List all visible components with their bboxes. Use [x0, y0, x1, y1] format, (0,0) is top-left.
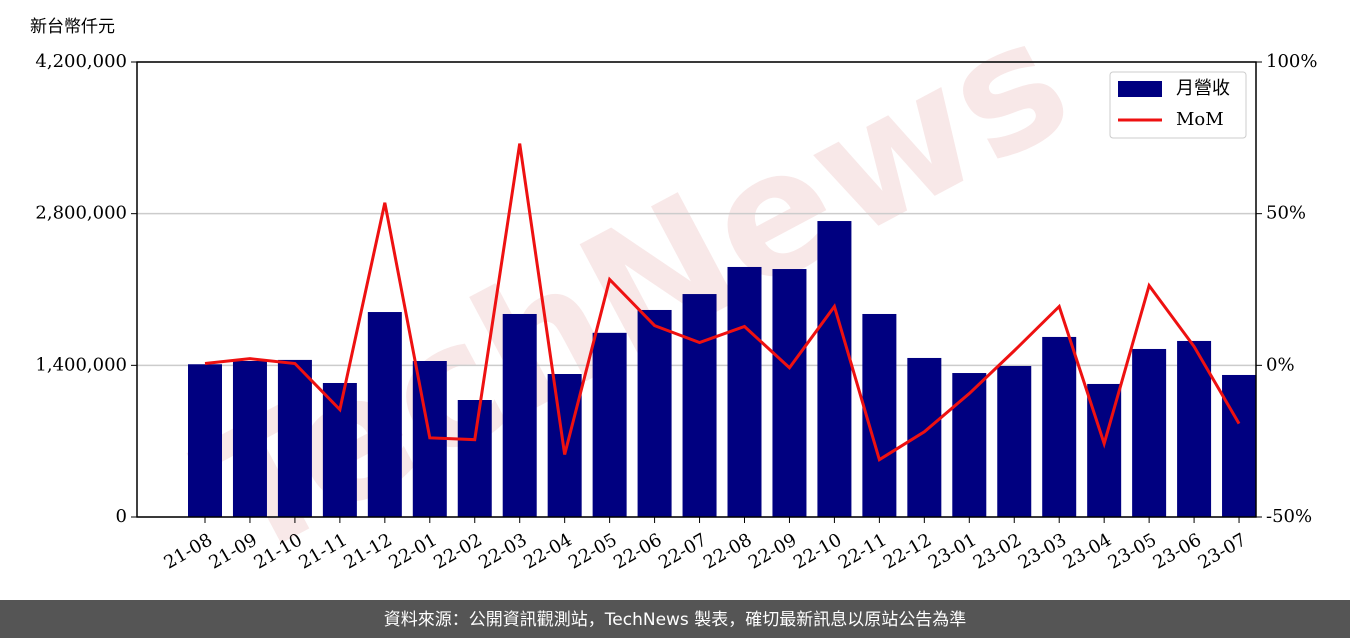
bar — [1042, 336, 1077, 517]
bar — [1177, 340, 1212, 517]
bar — [502, 313, 537, 517]
y-tick-label: 2,800,000 — [35, 203, 127, 224]
x-tick-label: 22-02 — [430, 529, 485, 573]
bar — [637, 309, 672, 517]
legend-label: MoM — [1176, 109, 1224, 130]
bar — [952, 373, 987, 517]
mom-line — [204, 143, 1241, 462]
x-tick-label: 23-04 — [1060, 529, 1115, 573]
y2-tick-label: 50% — [1266, 203, 1306, 224]
x-tick-label: 22-06 — [610, 529, 665, 573]
x-tick-label: 22-12 — [880, 529, 935, 573]
x-tick-label: 23-06 — [1150, 529, 1205, 573]
bar — [817, 221, 852, 518]
legend-label: 月營收 — [1176, 78, 1230, 99]
footer — [0, 600, 1350, 638]
bar — [188, 364, 222, 517]
x-tick-label: 23-03 — [1015, 529, 1070, 573]
y2-tick-label: 100% — [1266, 51, 1317, 72]
bar — [457, 400, 492, 517]
bar — [997, 365, 1032, 517]
x-tick-label: 22-01 — [385, 529, 440, 573]
bar — [1132, 348, 1167, 517]
x-tick-label: 22-11 — [835, 529, 890, 573]
plot-frame — [136, 61, 1257, 518]
x-tick-label: 22-09 — [745, 529, 800, 573]
legend: 月營收 MoM — [1109, 71, 1247, 139]
x-tick-label: 22-10 — [790, 529, 845, 573]
source-note: 資料來源：公開資訊觀測站，TechNews 製表，確切最新訊息以原站公告為準 — [384, 610, 966, 630]
x-tick-label: 22-04 — [520, 529, 575, 573]
x-tick-label: 23-07 — [1195, 529, 1250, 573]
bar — [727, 266, 762, 517]
x-tick-label: 23-01 — [925, 529, 980, 573]
bar — [862, 313, 897, 517]
x-tick-label: 22-05 — [565, 529, 620, 573]
x-tick-label: 22-07 — [655, 529, 710, 573]
x-tick-label: 21-08 — [161, 529, 216, 573]
y-tick-label: 0 — [116, 506, 127, 527]
y-tick-label: 1,400,000 — [35, 354, 127, 375]
bar — [682, 294, 717, 517]
y2-tick-label: 0% — [1266, 354, 1295, 375]
bar — [277, 359, 312, 517]
bar — [592, 332, 627, 517]
x-tick-label: 23-02 — [970, 529, 1025, 573]
bar — [1222, 374, 1257, 517]
bar — [367, 312, 402, 517]
y-axis-label: 新台幣仟元 — [30, 17, 115, 37]
y2-tick-label: -50% — [1266, 506, 1312, 527]
y-tick-label: 4,200,000 — [35, 51, 127, 72]
x-tick-label: 22-03 — [475, 529, 530, 573]
bar — [232, 361, 267, 517]
x-tick-label: 23-05 — [1105, 529, 1160, 573]
legend-swatch — [1118, 81, 1162, 97]
x-tick-label: 22-08 — [700, 529, 755, 573]
bar — [772, 269, 807, 517]
